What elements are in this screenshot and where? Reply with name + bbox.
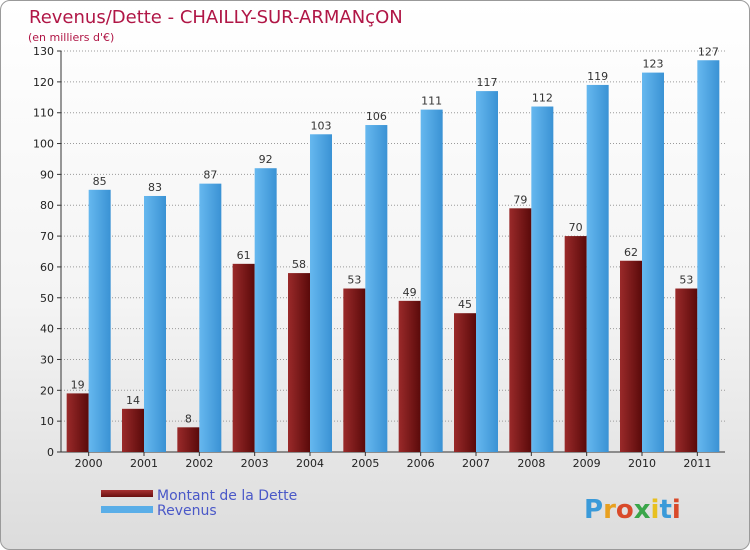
legend-label-revenue: Revenus	[157, 503, 217, 519]
x-tick-label: 2005	[351, 457, 379, 470]
y-tick-label: 80	[40, 199, 54, 212]
x-tick-label: 2008	[517, 457, 545, 470]
value-label-debt: 19	[71, 378, 85, 391]
value-label-revenue: 103	[311, 119, 332, 132]
bar-revenue	[697, 60, 720, 452]
bar-revenue	[144, 195, 166, 452]
bar-debt	[675, 288, 698, 452]
value-label-revenue: 106	[366, 110, 387, 123]
value-label-revenue: 83	[148, 181, 162, 194]
value-labels-layer: 19 85 14 83 8 87 61 92 58 103 53 106 49 111 45 117 79 112…	[71, 45, 719, 425]
x-tick-label: 2006	[407, 457, 435, 470]
y-tick-label: 20	[40, 384, 54, 397]
y-tick-label: 100	[33, 138, 54, 151]
proxiti-logo: Proxiti	[584, 495, 681, 525]
bar-debt	[66, 393, 89, 452]
logo-letter: i	[651, 495, 660, 525]
bar-debt	[564, 236, 587, 452]
bar-debt	[288, 273, 310, 452]
y-tick-label: 30	[40, 353, 54, 366]
x-tick-label: 2007	[462, 457, 490, 470]
x-tick-label: 2002	[185, 457, 213, 470]
y-tick-label: 70	[40, 230, 54, 243]
value-label-revenue: 117	[477, 76, 498, 89]
bar-debt	[177, 427, 200, 452]
bar-revenue	[365, 125, 388, 453]
x-tick-label: 2004	[296, 457, 324, 470]
logo-letter: P	[584, 495, 603, 525]
x-tick-label: 2011	[683, 457, 711, 470]
chart-subtitle: (en milliers d'€)	[28, 31, 114, 44]
y-tick-label: 90	[40, 168, 54, 181]
y-tick-label: 110	[33, 107, 54, 120]
y-tick-label: 120	[33, 76, 54, 89]
bar-debt	[343, 288, 366, 452]
value-label-debt: 61	[237, 249, 251, 262]
logo-letter: i	[672, 495, 681, 525]
value-label-debt: 58	[292, 258, 306, 271]
value-label-revenue: 123	[643, 58, 664, 71]
bar-revenue	[531, 106, 554, 453]
value-label-revenue: 92	[259, 153, 273, 166]
bar-revenue	[199, 183, 222, 452]
value-label-debt: 62	[624, 246, 638, 259]
bar-debt	[454, 313, 476, 452]
value-label-debt: 53	[347, 274, 361, 287]
bar-revenue	[420, 109, 443, 452]
bar-debt	[398, 300, 421, 452]
value-label-debt: 45	[458, 298, 472, 311]
bar-debt	[232, 263, 255, 452]
x-tick-label: 2001	[130, 457, 158, 470]
y-tick-label: 10	[40, 415, 54, 428]
y-tick-label: 60	[40, 261, 54, 274]
value-label-debt: 8	[185, 412, 192, 425]
logo-letter: t	[659, 495, 671, 525]
value-label-revenue: 119	[587, 70, 608, 83]
bar-revenue	[586, 84, 609, 452]
legend-swatch-debt	[101, 490, 153, 497]
value-label-revenue: 111	[421, 95, 442, 108]
value-label-revenue: 87	[203, 169, 217, 182]
y-tick-label: 0	[47, 446, 54, 459]
bar-revenue	[642, 72, 664, 452]
value-label-debt: 79	[513, 193, 527, 206]
axis-layer: 0 10 20 30 40 50 60 70 80 90 100 110 120 130 2000 2001 2…	[33, 45, 725, 470]
value-label-revenue: 112	[532, 92, 553, 105]
y-tick-label: 50	[40, 292, 54, 305]
bar-revenue	[310, 134, 332, 453]
bar-revenue	[476, 91, 498, 452]
bar-debt	[122, 408, 144, 452]
bar-revenue	[254, 168, 277, 452]
legend-label-debt: Montant de la Dette	[157, 488, 297, 504]
value-label-debt: 49	[403, 286, 417, 299]
x-tick-label: 2003	[241, 457, 269, 470]
y-tick-label: 40	[40, 323, 54, 336]
value-label-revenue: 85	[93, 175, 107, 188]
logo-letter: r	[603, 495, 616, 525]
y-tick-label: 130	[33, 45, 54, 58]
x-tick-label: 2009	[573, 457, 601, 470]
legend-swatch-revenue	[101, 506, 153, 513]
bar-revenue	[88, 189, 111, 453]
chart-title: Revenus/Dette - CHAILLY-SUR-ARMANçON	[29, 7, 403, 28]
bar-debt	[509, 208, 532, 452]
x-tick-label: 2000	[75, 457, 103, 470]
value-label-debt: 14	[126, 394, 140, 407]
bars-layer	[66, 60, 720, 453]
bar-debt	[620, 260, 642, 452]
value-label-debt: 70	[569, 221, 583, 234]
logo-letter: x	[634, 495, 651, 525]
x-tick-label: 2010	[628, 457, 656, 470]
logo-letter: o	[616, 495, 634, 525]
value-label-debt: 53	[679, 274, 693, 287]
legend: Montant de la Dette Revenus	[101, 488, 297, 519]
value-label-revenue: 127	[698, 45, 719, 58]
